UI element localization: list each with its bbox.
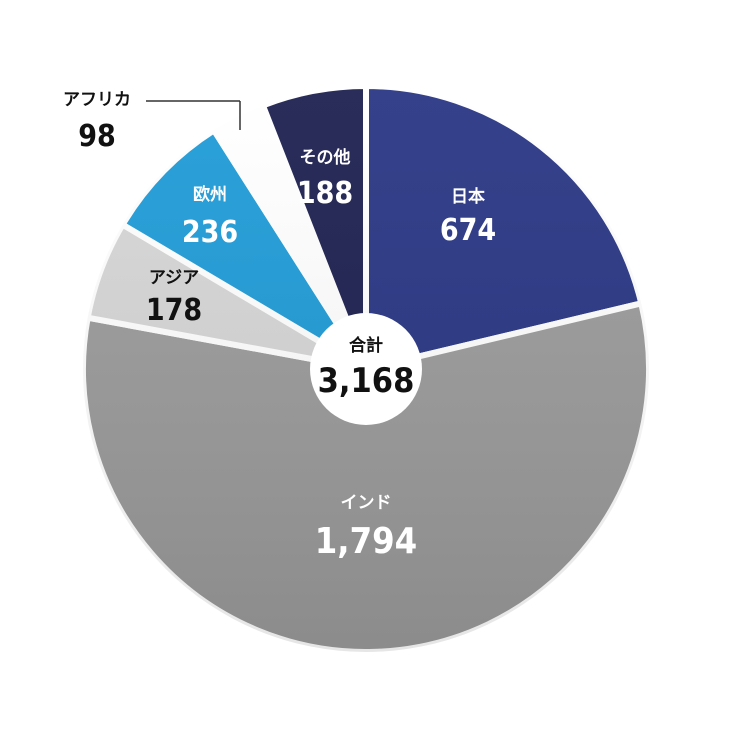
- slice-label-europe: 欧州: [193, 184, 227, 205]
- slice-value-asia: 178: [146, 293, 202, 328]
- slice-label-japan: 日本: [451, 186, 485, 207]
- slice-value-japan: 674: [440, 213, 496, 248]
- slice-value-europe: 236: [182, 215, 238, 250]
- slice-value-africa: 98: [78, 119, 116, 154]
- slice-value-india: 1,794: [315, 521, 417, 562]
- slice-label-africa: アフリカ: [63, 90, 131, 110]
- slice-label-asia: アジア: [149, 268, 199, 288]
- slice-label-other: その他: [300, 147, 351, 168]
- pie-labels: 日本 674 インド 1,794 アジア 178 欧州 236 アフリカ 98 その他 188: [63, 90, 496, 562]
- slice-label-india: インド: [341, 493, 392, 513]
- total-label: 合計: [349, 335, 383, 356]
- slice-value-other: 188: [297, 176, 353, 211]
- total-center-circle: [310, 313, 422, 425]
- total-value: 3,168: [318, 361, 415, 401]
